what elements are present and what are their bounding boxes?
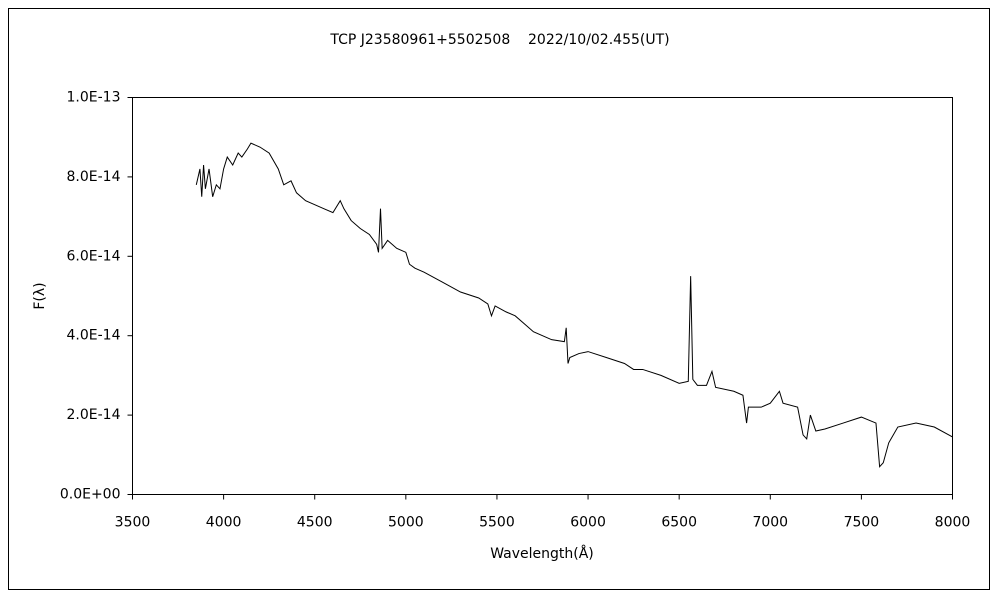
y-tick-label: 4.0E-14 bbox=[67, 328, 121, 344]
x-tick-label: 4000 bbox=[206, 515, 242, 531]
y-tick-label: 8.0E-14 bbox=[67, 169, 121, 185]
plot-frame bbox=[132, 97, 953, 495]
x-tick-label: 5000 bbox=[388, 515, 424, 531]
spectrum-line bbox=[195, 142, 953, 468]
y-tick-label: 2.0E-14 bbox=[67, 407, 121, 423]
y-tick-label: 0.0E+00 bbox=[60, 487, 121, 503]
x-tick-label: 7000 bbox=[752, 515, 788, 531]
x-tick-label: 3500 bbox=[115, 515, 151, 531]
x-tick-label: 6000 bbox=[570, 515, 606, 531]
x-tick-label: 6500 bbox=[661, 515, 697, 531]
y-axis-label: F(λ) bbox=[32, 282, 48, 309]
y-tick-label: 1.0E-13 bbox=[67, 90, 121, 106]
chart-title: TCP J23580961+5502508 2022/10/02.455(UT) bbox=[329, 32, 669, 48]
x-tick-label: 4500 bbox=[297, 515, 333, 531]
chart-frame bbox=[8, 8, 990, 590]
x-axis-label: Wavelength(Å) bbox=[490, 545, 594, 562]
x-tick-label: 7500 bbox=[844, 515, 880, 531]
y-tick-label: 6.0E-14 bbox=[67, 248, 121, 264]
x-tick-label: 5500 bbox=[479, 515, 515, 531]
x-tick-label: 8000 bbox=[935, 515, 971, 531]
